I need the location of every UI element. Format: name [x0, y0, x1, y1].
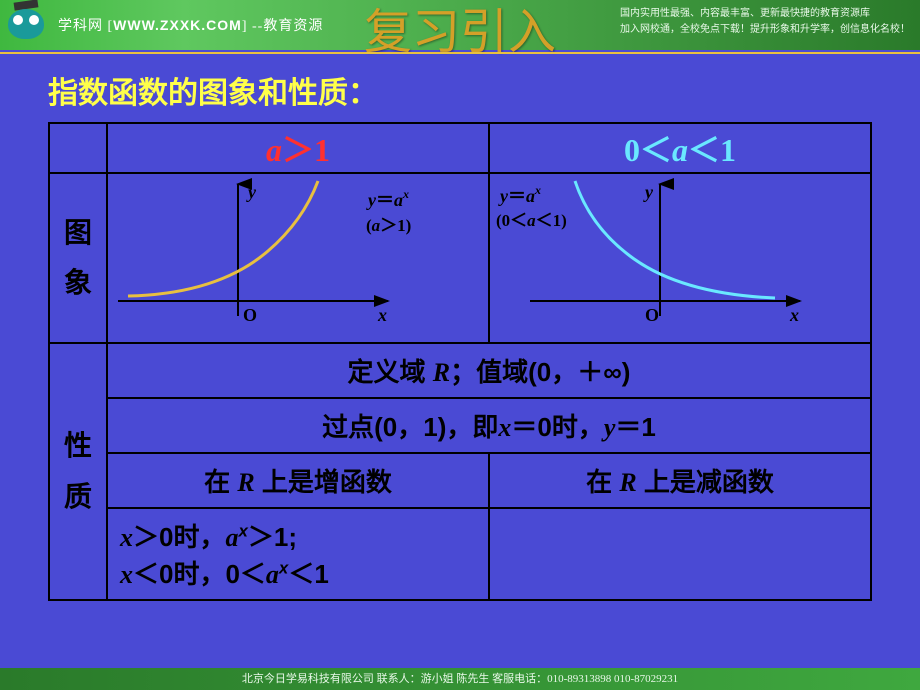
site-name-block: 学科网 [WWW.ZXXK.COM] --教育资源 [58, 15, 323, 35]
graph-decreasing: y x O y＝ax (0＜a＜1) [489, 173, 871, 343]
svg-text:y: y [643, 182, 654, 202]
svg-text:y: y [246, 182, 257, 202]
svg-text:x: x [377, 305, 387, 325]
row-header-graph: 图象 [49, 173, 107, 343]
svg-text:y＝ax: y＝ax [366, 187, 409, 210]
svg-text:O: O [645, 305, 659, 325]
properties-table: a＞1 0＜a＜1 图象 y x O [48, 122, 872, 601]
header-tagline: 国内实用性最强、内容最丰富、更新最快捷的教育资源库 加入网校通，全校免点下载！提… [620, 6, 910, 38]
svg-text:(a＞1): (a＞1) [366, 216, 411, 235]
prop-value-ranges: x＞0时，ax＞1; x＜0时，0＜ax＜1 [107, 508, 489, 600]
tagline-1: 国内实用性最强、内容最丰富、更新最快捷的教育资源库 [620, 6, 910, 22]
graph-increasing: y x O y＝ax (a＞1) [107, 173, 489, 343]
svg-text:y＝ax: y＝ax [498, 183, 541, 206]
prop-increasing: 在 R 上是增函数 [107, 453, 489, 508]
page-header: 学科网 [WWW.ZXXK.COM] --教育资源 国内实用性最强、内容最丰富、… [0, 0, 920, 50]
slide-subtitle: 指数函数的图象和性质： [48, 68, 920, 112]
svg-text:x: x [789, 305, 799, 325]
site-logo [8, 5, 48, 45]
col-header-a-gt-1: a＞1 [107, 123, 489, 173]
prop-fixed-point: 过点(0，1)，即x＝0时，y＝1 [107, 398, 871, 453]
prop-decreasing: 在 R 上是减函数 [489, 453, 871, 508]
svg-text:(0＜a＜1): (0＜a＜1) [496, 211, 567, 230]
row-header-properties: 性质 [49, 343, 107, 600]
page-footer: 北京今日学易科技有限公司 联系人：游小姐 陈先生 客服电话：010-893138… [0, 668, 920, 690]
url-suffix: ] --教育资源 [242, 19, 324, 34]
title-underline [0, 52, 920, 54]
corner-cell [49, 123, 107, 173]
site-url: WWW.ZXXK.COM [113, 17, 242, 33]
tagline-2: 加入网校通，全校免点下载！提升形象和升学率，创信息化名校！ [620, 22, 910, 38]
svg-text:O: O [243, 305, 257, 325]
prop-domain-range: 定义域 R；值域(0，＋∞) [107, 343, 871, 398]
site-name: 学科网 [58, 19, 103, 34]
col-header-a-lt-1: 0＜a＜1 [489, 123, 871, 173]
prop-empty [489, 508, 871, 600]
